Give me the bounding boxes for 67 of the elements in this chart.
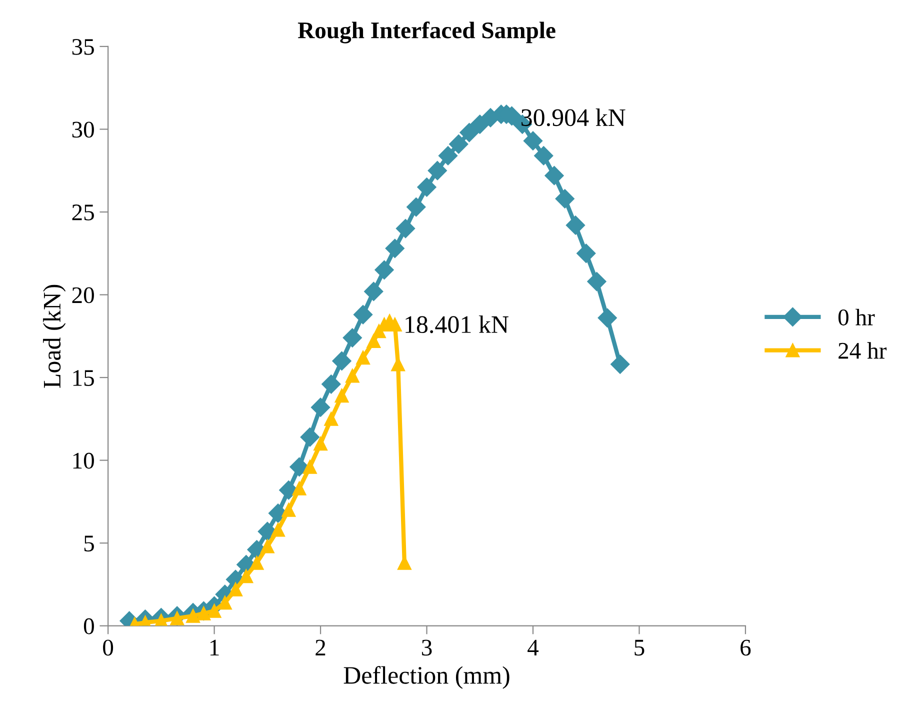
point (396, 219, 416, 238)
x-tick-label: 2 (316, 640, 326, 656)
point (196, 606, 211, 620)
y-tick-label: 0 (84, 618, 94, 634)
point (207, 604, 222, 618)
point (314, 436, 328, 451)
point (239, 569, 254, 584)
point (324, 412, 338, 426)
x-tick-label: 5 (634, 640, 644, 656)
point (523, 131, 543, 150)
x-tick-label: 6 (740, 640, 751, 656)
point (460, 123, 479, 142)
point (356, 350, 370, 365)
point (417, 178, 436, 197)
point (364, 282, 384, 301)
y-tick-label: 20 (72, 287, 94, 304)
point (332, 351, 352, 370)
point (428, 161, 447, 180)
x-tick-label: 4 (528, 640, 539, 656)
point (587, 272, 606, 292)
point (250, 556, 264, 570)
point (186, 608, 200, 623)
point (290, 457, 309, 476)
y-tick-label: 30 (72, 122, 94, 138)
y-tick-label: 35 (72, 39, 94, 55)
x-tick-label: 3 (422, 640, 432, 656)
point (292, 481, 306, 496)
point (388, 318, 402, 332)
point (282, 503, 296, 517)
point (353, 305, 373, 324)
point (598, 308, 617, 328)
point (260, 539, 274, 554)
chart-title: Rough Interfaced Sample (298, 22, 556, 44)
point (566, 216, 586, 235)
point (228, 582, 242, 596)
point (385, 238, 404, 258)
point (576, 244, 596, 263)
point (366, 334, 381, 348)
legend-label: 24 hr (838, 342, 887, 359)
y-tick-label: 25 (72, 204, 94, 220)
x-axis-title: Deflection (mm) (344, 666, 510, 689)
point (345, 368, 360, 383)
point (610, 354, 630, 374)
point (334, 388, 349, 403)
annotation: 18.401 kN (406, 315, 508, 334)
x-tick-label: 1 (210, 640, 219, 656)
point (271, 522, 285, 537)
point (449, 134, 468, 154)
y-tick-label: 10 (73, 452, 94, 469)
legend-label: 0 hr (838, 308, 875, 326)
point (300, 428, 320, 447)
y-tick-label: 5 (84, 536, 94, 552)
point (322, 374, 341, 394)
point (534, 146, 554, 166)
point (374, 260, 394, 280)
point (470, 114, 490, 134)
point (406, 197, 426, 217)
x-tick-label: 0 (103, 640, 114, 656)
point (544, 166, 564, 186)
point (342, 328, 362, 348)
y-tick-label: 15 (73, 370, 94, 386)
y-axis-title: Load (kN) (43, 284, 66, 388)
point (438, 146, 458, 166)
point (218, 596, 232, 610)
point (302, 460, 317, 474)
point (310, 398, 330, 417)
point (555, 189, 574, 208)
